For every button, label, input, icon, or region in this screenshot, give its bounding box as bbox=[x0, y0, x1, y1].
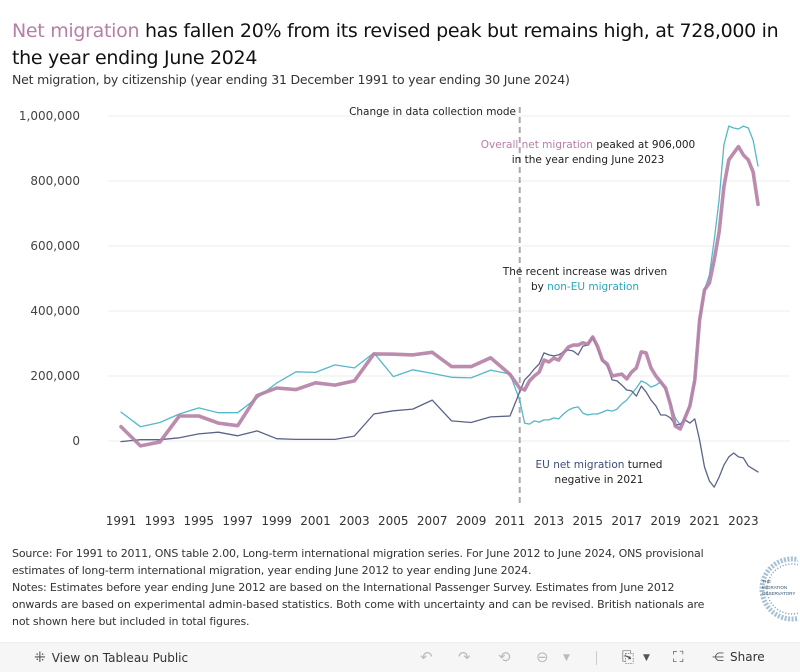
y-tick-label: 400,000 bbox=[30, 304, 80, 318]
chart-subtitle: Net migration, by citizenship (year endi… bbox=[12, 72, 570, 87]
divider-label: Change in data collection mode bbox=[349, 106, 516, 118]
y-axis-ticks: 0 200,000 400,000 600,000 800,000 1,000,000 bbox=[19, 109, 80, 448]
eu-annotation-line1: EU net migration turned bbox=[536, 459, 663, 471]
view-on-tableau-label: View on Tableau Public bbox=[51, 651, 189, 665]
eu-annotation-text: turned bbox=[624, 459, 662, 471]
series-lines bbox=[119, 125, 760, 488]
source-text: Source: For 1991 to 2011, ONS table 2.00… bbox=[12, 547, 704, 577]
x-tick-label: 2001 bbox=[300, 514, 331, 528]
x-tick-label: 1997 bbox=[222, 514, 253, 528]
logo-text-2: MIGRATION bbox=[762, 585, 787, 590]
source-notes: Source: For 1991 to 2011, ONS table 2.00… bbox=[12, 545, 717, 630]
logo-text-3: OBSERVATORY bbox=[762, 591, 795, 596]
view-on-tableau-link[interactable]: ⁜ View on Tableau Public bbox=[34, 650, 188, 666]
pause-dropdown-icon[interactable]: ▼ bbox=[563, 653, 570, 663]
peak-annotation-text: peaked at 906,000 bbox=[593, 139, 695, 151]
y-tick-label: 0 bbox=[72, 434, 80, 448]
x-tick-label: 1995 bbox=[184, 514, 215, 528]
peak-annotation-line1: Overall net migration peaked at 906,000 bbox=[481, 139, 695, 151]
share-label: Share bbox=[730, 650, 765, 664]
chart-title: Net migration has fallen 20% from its re… bbox=[12, 18, 792, 72]
notes-text: Notes: Estimates before year ending June… bbox=[12, 581, 705, 628]
gridlines bbox=[108, 115, 790, 442]
driven-annotation-highlight: non-EU migration bbox=[547, 281, 639, 293]
revert-icon[interactable]: ⟲ bbox=[498, 648, 511, 666]
x-tick-label: 2003 bbox=[339, 514, 370, 528]
fullscreen-icon[interactable]: ⛶ bbox=[673, 648, 684, 666]
eu-annotation-line2: negative in 2021 bbox=[555, 474, 644, 486]
x-tick-label: 2009 bbox=[456, 514, 487, 528]
download-icon[interactable]: ⎘ bbox=[622, 648, 635, 666]
tableau-toolbar: ⁜ View on Tableau Public ↶ ↷ ⟲ ⊖ ▼ ⎘ ▼ ⛶… bbox=[0, 642, 800, 672]
x-tick-label: 2013 bbox=[534, 514, 565, 528]
x-tick-label: 2015 bbox=[573, 514, 604, 528]
driven-annotation-line2: by non-EU migration bbox=[531, 281, 639, 293]
line-chart[interactable]: 0 200,000 400,000 600,000 800,000 1,000,000 1… bbox=[0, 95, 800, 535]
x-tick-label: 2019 bbox=[650, 514, 681, 528]
y-tick-label: 800,000 bbox=[30, 174, 80, 188]
share-icon: ⋲ bbox=[712, 650, 724, 664]
eu-annotation-highlight: EU net migration bbox=[536, 459, 625, 471]
driven-annotation-prefix: by bbox=[531, 281, 547, 293]
pause-icon[interactable]: ⊖ bbox=[536, 648, 549, 666]
x-tick-label: 1991 bbox=[106, 514, 137, 528]
y-tick-label: 1,000,000 bbox=[19, 109, 80, 123]
redo-icon[interactable]: ↷ bbox=[458, 648, 471, 666]
y-tick-label: 200,000 bbox=[30, 369, 80, 383]
undo-icon[interactable]: ↶ bbox=[420, 648, 433, 666]
tableau-icon: ⁜ bbox=[34, 650, 46, 666]
download-dropdown-icon[interactable]: ▼ bbox=[643, 653, 650, 663]
x-tick-label: 1993 bbox=[145, 514, 176, 528]
peak-annotation-line2: in the year ending June 2023 bbox=[512, 154, 665, 166]
x-tick-label: 2023 bbox=[728, 514, 759, 528]
x-tick-label: 2017 bbox=[611, 514, 642, 528]
x-tick-label: 2007 bbox=[417, 514, 448, 528]
y-tick-label: 600,000 bbox=[30, 239, 80, 253]
logo-text-1: THE bbox=[762, 579, 771, 584]
share-button[interactable]: ⋲ Share bbox=[712, 650, 765, 664]
x-tick-label: 2005 bbox=[378, 514, 409, 528]
title-highlight: Net migration bbox=[12, 20, 140, 42]
title-text: has fallen 20% from its revised peak but… bbox=[12, 20, 779, 69]
toolbar-separator bbox=[596, 651, 597, 665]
series-line-total[interactable] bbox=[119, 144, 760, 448]
x-tick-label: 2011 bbox=[495, 514, 526, 528]
x-tick-label: 2021 bbox=[689, 514, 720, 528]
x-axis-ticks: 1991 1993 1995 1997 1999 2001 2003 2005 2007 2009… bbox=[106, 514, 759, 528]
migration-observatory-logo: THE MIGRATION OBSERVATORY bbox=[759, 556, 798, 622]
driven-annotation-line1: The recent increase was driven bbox=[502, 266, 667, 278]
peak-annotation-highlight: Overall net migration bbox=[481, 139, 593, 151]
x-tick-label: 1999 bbox=[261, 514, 292, 528]
